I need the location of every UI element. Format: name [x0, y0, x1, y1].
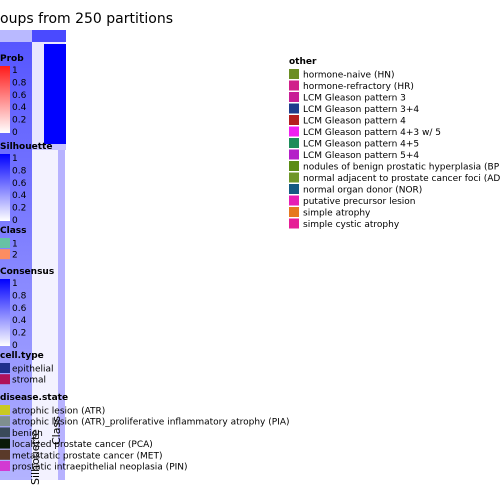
legend-label-disease-state-3: localized prostate cancer (PCA) [12, 440, 153, 450]
legend-tick-silhouette-4: 0.2 [12, 204, 26, 214]
legend-label-disease-state-1: atrophic lesion (ATR)_proliferative infl… [12, 418, 289, 428]
other-legend: other hormone-naive (HN)hormone-refractor… [289, 57, 500, 230]
legend-swatch-other-0 [289, 69, 299, 79]
legend-swatch-disease-state-0 [0, 405, 10, 415]
legend-label-other-13: simple cystic atrophy [303, 220, 400, 230]
legend-tick-consensus-2: 0.6 [12, 304, 27, 314]
legend-swatch-other-3 [289, 103, 299, 114]
legend-swatch-other-11 [289, 195, 299, 206]
legend-swatch-other-10 [289, 184, 299, 194]
legend-label-other-0: hormone-naive (HN) [303, 71, 394, 81]
legend-swatch-other-6 [289, 138, 299, 148]
legend-label-other-3: LCM Gleason pattern 3+4 [303, 105, 419, 115]
figure-title: oups from 250 partitions [0, 11, 173, 27]
legend-swatch-other-4 [289, 115, 299, 125]
legend-title-disease-state: disease.state [0, 393, 68, 403]
legend-gradient-bar-consensus [0, 279, 10, 346]
legend-label-other-8: nodules of benign prostatic hyperplasia … [303, 163, 500, 173]
legend-tick-consensus-3: 0.4 [12, 316, 27, 326]
legend-swatch-other-9 [289, 172, 299, 183]
legend-gradient-bar-prob [0, 66, 10, 133]
legend-swatch-other-13 [289, 218, 299, 229]
legend-label-disease-state-0: atrophic lesion (ATR) [12, 407, 105, 417]
legend-tick-silhouette-5: 0 [12, 216, 18, 226]
legend-tick-consensus-1: 0.8 [12, 291, 27, 301]
legend-swatch-disease-state-1 [0, 416, 10, 427]
legend-label-disease-state-4: metastatic prostate cancer (MET) [12, 451, 163, 461]
legend-tick-silhouette-1: 0.8 [12, 166, 27, 176]
legend-swatch-other-12 [289, 207, 299, 217]
legend-tick-prob-2: 0.6 [12, 91, 27, 101]
legend-tick-prob-4: 0.2 [12, 116, 26, 126]
legend-tick-prob-5: 0 [12, 128, 18, 138]
legend-swatch-other-8 [289, 161, 299, 171]
legend-label-other-10: normal organ donor (NOR) [303, 186, 422, 196]
legend-label-other-12: simple atrophy [303, 209, 371, 219]
legend-label-cell-type-1: stromal [12, 376, 46, 386]
legend-title-silhouette: Silhouette [0, 142, 52, 152]
legend-title-consensus: Consensus [0, 267, 54, 277]
legend-label-disease-state-2: benign [12, 429, 43, 439]
legend-swatch-other-1 [289, 80, 299, 91]
legend-label-other-9: normal adjacent to prostate cancer foci … [303, 174, 500, 184]
legend-tick-prob-0: 1 [12, 66, 18, 76]
legend-tick-prob-3: 0.4 [12, 103, 27, 113]
legend-tick-silhouette-2: 0.6 [12, 179, 27, 189]
legend-title-class: Class [0, 226, 26, 236]
legend-swatch-cell-type-1 [0, 374, 10, 385]
legend-label-other-1: hormone-refractory (HR) [303, 82, 414, 92]
legend-swatch-disease-state-5 [0, 461, 10, 471]
legend-swatch-other-7 [289, 149, 299, 160]
legend-tick-consensus-0: 1 [12, 279, 18, 289]
heatmap-divider [32, 144, 66, 150]
class-column [44, 44, 66, 144]
legend-swatch-disease-state-2 [0, 427, 10, 438]
legend-swatch-disease-state-4 [0, 449, 10, 460]
legend-label-class-0: 1 [12, 240, 18, 250]
left-legends: Prob 1 0.8 0.6 0.4 0.2 0 Silhouette 1 0.8 0.6 0.4 0.… [0, 54, 289, 473]
legend-label-class-1: 2 [12, 251, 18, 261]
legend-label-other-2: LCM Gleason pattern 3 [303, 94, 406, 104]
class-column-rail [58, 150, 65, 480]
heatmap-body [0, 30, 66, 480]
legend-title-cell-type: cell.type [0, 351, 44, 361]
class-column-header [32, 30, 66, 42]
legend-label-other-4: LCM Gleason pattern 4 [303, 117, 406, 127]
heatmap-top-band [0, 30, 32, 42]
legend-label-other-5: LCM Gleason pattern 4+3 w/ 5 [303, 128, 441, 138]
legend-swatch-cell-type-0 [0, 363, 10, 373]
legend-tick-consensus-4: 0.2 [12, 329, 26, 339]
legend-tick-silhouette-0: 1 [12, 154, 18, 164]
legend-label-other-7: LCM Gleason pattern 5+4 [303, 151, 419, 161]
legend-label-cell-type-0: epithelial [12, 365, 54, 375]
column-label-silhouette: Silhouette [29, 429, 42, 485]
column-label-class: Class [50, 416, 63, 445]
legend-label-disease-state-5: prostatic intraepithelial neoplasia (PIN… [12, 463, 188, 473]
legend-label-other-11: putative precursor lesion [303, 197, 416, 207]
legend-swatch-other-5 [289, 126, 299, 137]
legend-swatch-class-0 [0, 238, 10, 248]
legend-swatch-disease-state-3 [0, 438, 10, 449]
legend-gradient-bar-silhouette [0, 154, 10, 221]
legend-title-prob: Prob [0, 54, 24, 64]
legend-tick-silhouette-3: 0.4 [12, 191, 27, 201]
legend-swatch-other-2 [289, 92, 299, 102]
legend-tick-prob-1: 0.8 [12, 78, 27, 88]
legend-title-other: other [289, 57, 317, 67]
legend-swatch-class-1 [0, 249, 10, 260]
legend-tick-consensus-5: 0 [12, 341, 18, 351]
legend-label-other-6: LCM Gleason pattern 4+5 [303, 140, 419, 150]
